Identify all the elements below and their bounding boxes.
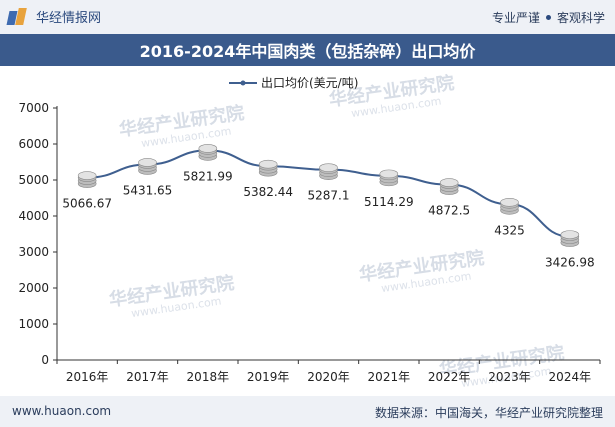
data-point-coin-icon bbox=[138, 158, 157, 175]
top-bar: 华经情报网 专业严谨 客观科学 bbox=[0, 0, 615, 34]
data-labels: 5066.67 5431.65 5821.99 5382.44 5287.1 5114.2… bbox=[62, 169, 594, 269]
brand[interactable]: 华经情报网 bbox=[6, 7, 102, 26]
logo-icon bbox=[6, 7, 30, 26]
data-label: 4872.5 bbox=[428, 204, 470, 218]
x-tick-label: 2018年 bbox=[187, 370, 230, 384]
data-point-coin-icon bbox=[500, 198, 519, 215]
data-point-coin-icon bbox=[379, 169, 399, 187]
bullet-icon bbox=[545, 15, 551, 20]
x-tick-label: 2021年 bbox=[368, 370, 411, 384]
footer-site[interactable]: www.huaon.com bbox=[12, 404, 112, 418]
tagline: 专业严谨 客观科学 bbox=[492, 9, 605, 26]
y-tick-label: 5000 bbox=[18, 173, 49, 187]
data-label: 5114.29 bbox=[364, 195, 414, 209]
data-label: 5382.44 bbox=[243, 185, 293, 199]
y-tick-label: 1000 bbox=[18, 317, 49, 331]
x-tick-label: 2022年 bbox=[428, 370, 471, 384]
line-chart: 华经产业研究院www.huaon.com华经产业研究院www.huaon.com… bbox=[18, 72, 601, 390]
data-point-coin-icon bbox=[560, 230, 580, 247]
coin-top bbox=[319, 163, 338, 172]
data-point-coin-icon bbox=[198, 144, 218, 161]
coin-top bbox=[198, 144, 218, 153]
y-tick-label: 6000 bbox=[18, 137, 49, 151]
series bbox=[77, 144, 580, 247]
legend-label: 出口均价(美元/吨) bbox=[261, 76, 358, 90]
data-label: 5066.67 bbox=[62, 197, 112, 211]
y-tick-label: 0 bbox=[41, 353, 49, 367]
coin-top bbox=[500, 198, 519, 207]
legend: 出口均价(美元/吨) bbox=[229, 76, 358, 90]
coin-top bbox=[560, 230, 580, 239]
tagline-right: 客观科学 bbox=[556, 11, 605, 25]
data-label: 5287.1 bbox=[308, 189, 350, 203]
data-label: 5431.65 bbox=[123, 183, 173, 197]
x-tick-label: 2016年 bbox=[66, 370, 109, 384]
chart-title-bar: 2016-2024年中国肉类（包括杂碎）出口均价 bbox=[0, 34, 615, 66]
chart-title: 2016-2024年中国肉类（包括杂碎）出口均价 bbox=[139, 42, 476, 61]
footer: www.huaon.com 数据来源：中国海关，华经产业研究院整理 bbox=[0, 396, 615, 427]
brand-name: 华经情报网 bbox=[36, 11, 102, 26]
coin-top bbox=[77, 171, 97, 180]
coin-top bbox=[258, 159, 278, 169]
coin-top bbox=[138, 158, 157, 167]
data-label: 3426.98 bbox=[545, 256, 595, 270]
y-tick-label: 3000 bbox=[18, 245, 49, 259]
y-tick-label: 7000 bbox=[18, 101, 49, 115]
data-label: 5821.99 bbox=[183, 169, 233, 183]
data-point-coin-icon bbox=[258, 159, 278, 177]
x-tick-label: 2017年 bbox=[126, 370, 169, 384]
y-tick-label: 4000 bbox=[18, 209, 49, 223]
data-point-coin-icon bbox=[77, 171, 97, 188]
data-point-coin-icon bbox=[319, 163, 338, 180]
x-tick-label: 2019年 bbox=[247, 370, 290, 384]
y-tick-label: 2000 bbox=[18, 281, 49, 295]
coin-top bbox=[439, 178, 459, 187]
x-tick-label: 2020年 bbox=[307, 370, 350, 384]
legend-marker-icon bbox=[240, 80, 246, 86]
tagline-left: 专业严谨 bbox=[491, 11, 540, 25]
x-tick-label: 2024年 bbox=[549, 370, 592, 384]
data-point-coin-icon bbox=[439, 178, 459, 195]
data-label: 4325 bbox=[494, 223, 525, 237]
coin-top bbox=[379, 169, 399, 179]
footer-source: 数据来源：中国海关，华经产业研究院整理 bbox=[374, 406, 603, 420]
axes: 0 1000 2000 3000 4000 5000 6000 7000 2016年 2017年 2… bbox=[18, 101, 601, 384]
x-tick-label: 2023年 bbox=[488, 370, 531, 384]
